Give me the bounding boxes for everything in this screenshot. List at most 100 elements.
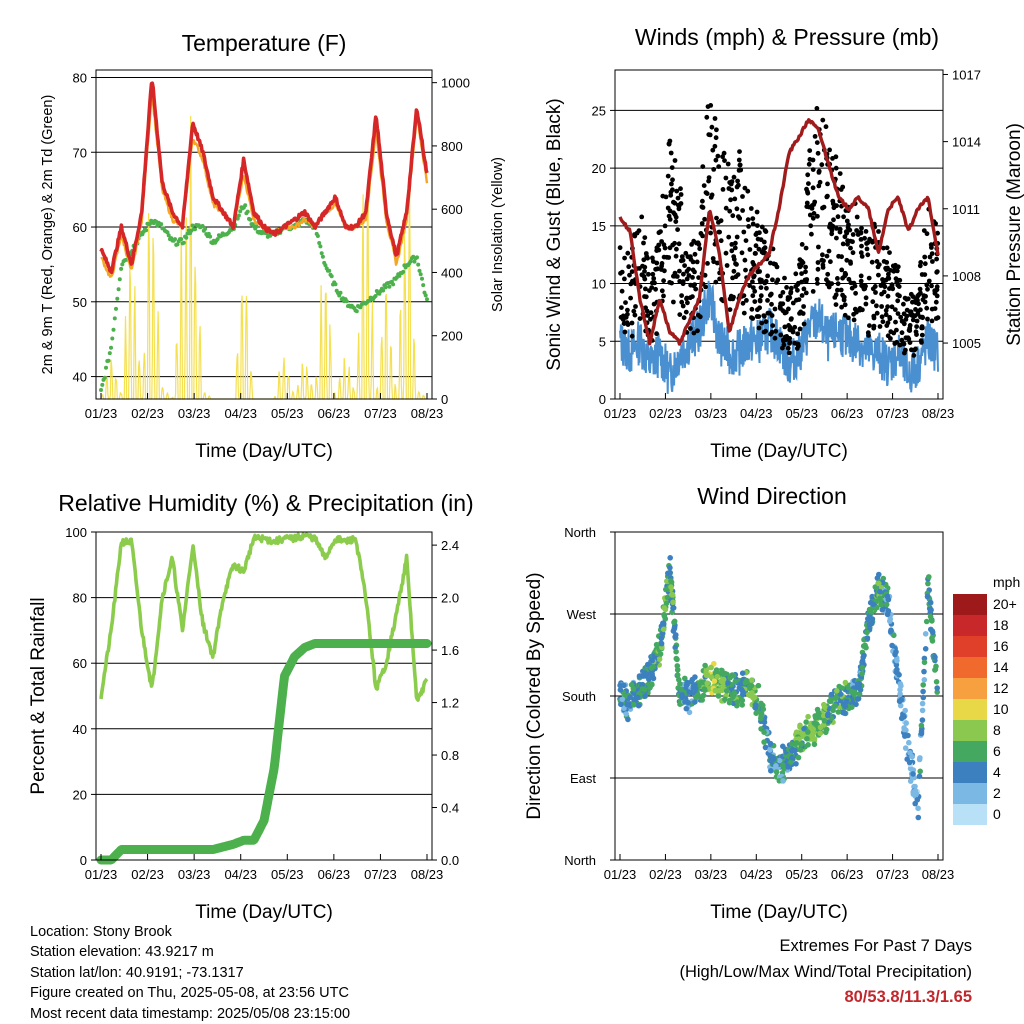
gust-point xyxy=(848,245,853,251)
gust-point xyxy=(919,332,925,338)
direction-point xyxy=(658,635,665,642)
gust-point xyxy=(649,280,655,286)
direction-point xyxy=(905,732,911,739)
precip-y2tick-label: 1.2 xyxy=(441,696,459,711)
dewpoint-point xyxy=(338,290,343,295)
dewpoint-point xyxy=(181,240,186,245)
direction-point xyxy=(798,741,804,747)
gust-point xyxy=(785,345,791,351)
gust-point xyxy=(722,158,727,164)
gust-point xyxy=(892,264,897,270)
gust-point xyxy=(668,150,674,156)
gust-point xyxy=(710,147,716,153)
direction-point xyxy=(660,626,667,633)
direction-point xyxy=(793,740,800,746)
rain-total-line xyxy=(96,639,432,865)
direction-point xyxy=(636,673,643,679)
direction-xlabel: Time (Day/UTC) xyxy=(710,902,848,923)
temperature-ytick-label: 60 xyxy=(73,220,87,235)
direction-point xyxy=(631,702,637,708)
gust-point xyxy=(815,281,820,286)
gust-point xyxy=(788,285,794,291)
gust-point xyxy=(932,306,938,311)
gust-point xyxy=(696,275,701,280)
dewpoint-point xyxy=(203,226,208,231)
gust-point xyxy=(750,293,756,299)
direction-point xyxy=(668,579,675,586)
winds-ytick-label: 25 xyxy=(592,103,606,118)
gust-point xyxy=(799,271,804,276)
dewpoint-point xyxy=(319,251,324,256)
direction-point xyxy=(746,684,753,690)
gust-point xyxy=(835,287,840,293)
gust-point xyxy=(673,253,679,259)
gust-point xyxy=(774,280,779,285)
winds-xtick-label: 02/23 xyxy=(649,406,682,421)
direction-point xyxy=(642,693,648,699)
gust-point xyxy=(901,301,906,307)
direction-point xyxy=(624,701,631,708)
dewpoint-point xyxy=(107,351,112,356)
gust-point xyxy=(846,315,851,321)
direction-point xyxy=(887,618,893,624)
gust-point xyxy=(933,299,939,305)
gust-point xyxy=(772,335,778,341)
dewpoint-point xyxy=(317,241,322,245)
direction-point xyxy=(670,599,676,606)
dewpoint-point xyxy=(159,222,164,227)
direction-point xyxy=(803,719,809,725)
gust-point xyxy=(851,280,857,286)
winds-xtick-label: 07/23 xyxy=(876,406,909,421)
winds-y2label: Station Pressure (Maroon) xyxy=(1004,123,1024,346)
dewpoint-point xyxy=(329,274,334,279)
direction-point xyxy=(632,696,639,702)
gust-point xyxy=(871,325,877,331)
direction-point xyxy=(894,657,900,664)
gust-point xyxy=(831,205,837,211)
dewpoint-point xyxy=(166,233,171,238)
gust-point xyxy=(881,245,886,251)
direction-point xyxy=(869,620,875,627)
gust-point xyxy=(819,162,825,168)
gust-point xyxy=(755,307,760,313)
direction-point xyxy=(879,607,886,613)
direction-point xyxy=(761,739,767,745)
temperature-solar-y2tick-label: 800 xyxy=(441,139,463,154)
direction-point xyxy=(902,745,909,751)
gust-point xyxy=(763,229,769,235)
gust-point xyxy=(736,157,742,163)
gust-point xyxy=(880,280,886,286)
dewpoint-point xyxy=(106,358,111,363)
location-text: Location: Stony Brook xyxy=(30,924,172,940)
gust-point xyxy=(934,287,940,293)
gust-point xyxy=(863,283,868,289)
dewpoint-point xyxy=(387,284,392,289)
gust-point xyxy=(708,230,713,236)
direction-point xyxy=(628,682,635,688)
direction-point xyxy=(635,702,642,709)
gust-point xyxy=(674,188,680,194)
direction-point xyxy=(692,685,699,692)
gust-point xyxy=(879,314,885,320)
gust-point xyxy=(879,304,884,309)
direction-point xyxy=(669,592,676,598)
rh-line xyxy=(99,532,429,702)
legend-label: 20+ xyxy=(993,596,1017,612)
direction-point xyxy=(649,657,655,664)
gust-point xyxy=(883,312,889,318)
gust-point xyxy=(848,259,853,265)
direction-point xyxy=(921,659,928,666)
direction-point xyxy=(842,679,849,686)
dewpoint-point xyxy=(381,288,386,293)
gust-point xyxy=(714,127,719,133)
direction-point xyxy=(758,715,764,722)
direction-point xyxy=(915,814,922,821)
direction-point xyxy=(785,764,792,770)
gust-point xyxy=(892,307,898,312)
direction-point xyxy=(812,715,819,721)
direction-point xyxy=(876,571,882,578)
gust-point xyxy=(687,295,693,301)
winds-ytick-label: 5 xyxy=(599,334,606,349)
gust-point xyxy=(659,288,665,294)
dewpoint-point xyxy=(102,375,107,380)
